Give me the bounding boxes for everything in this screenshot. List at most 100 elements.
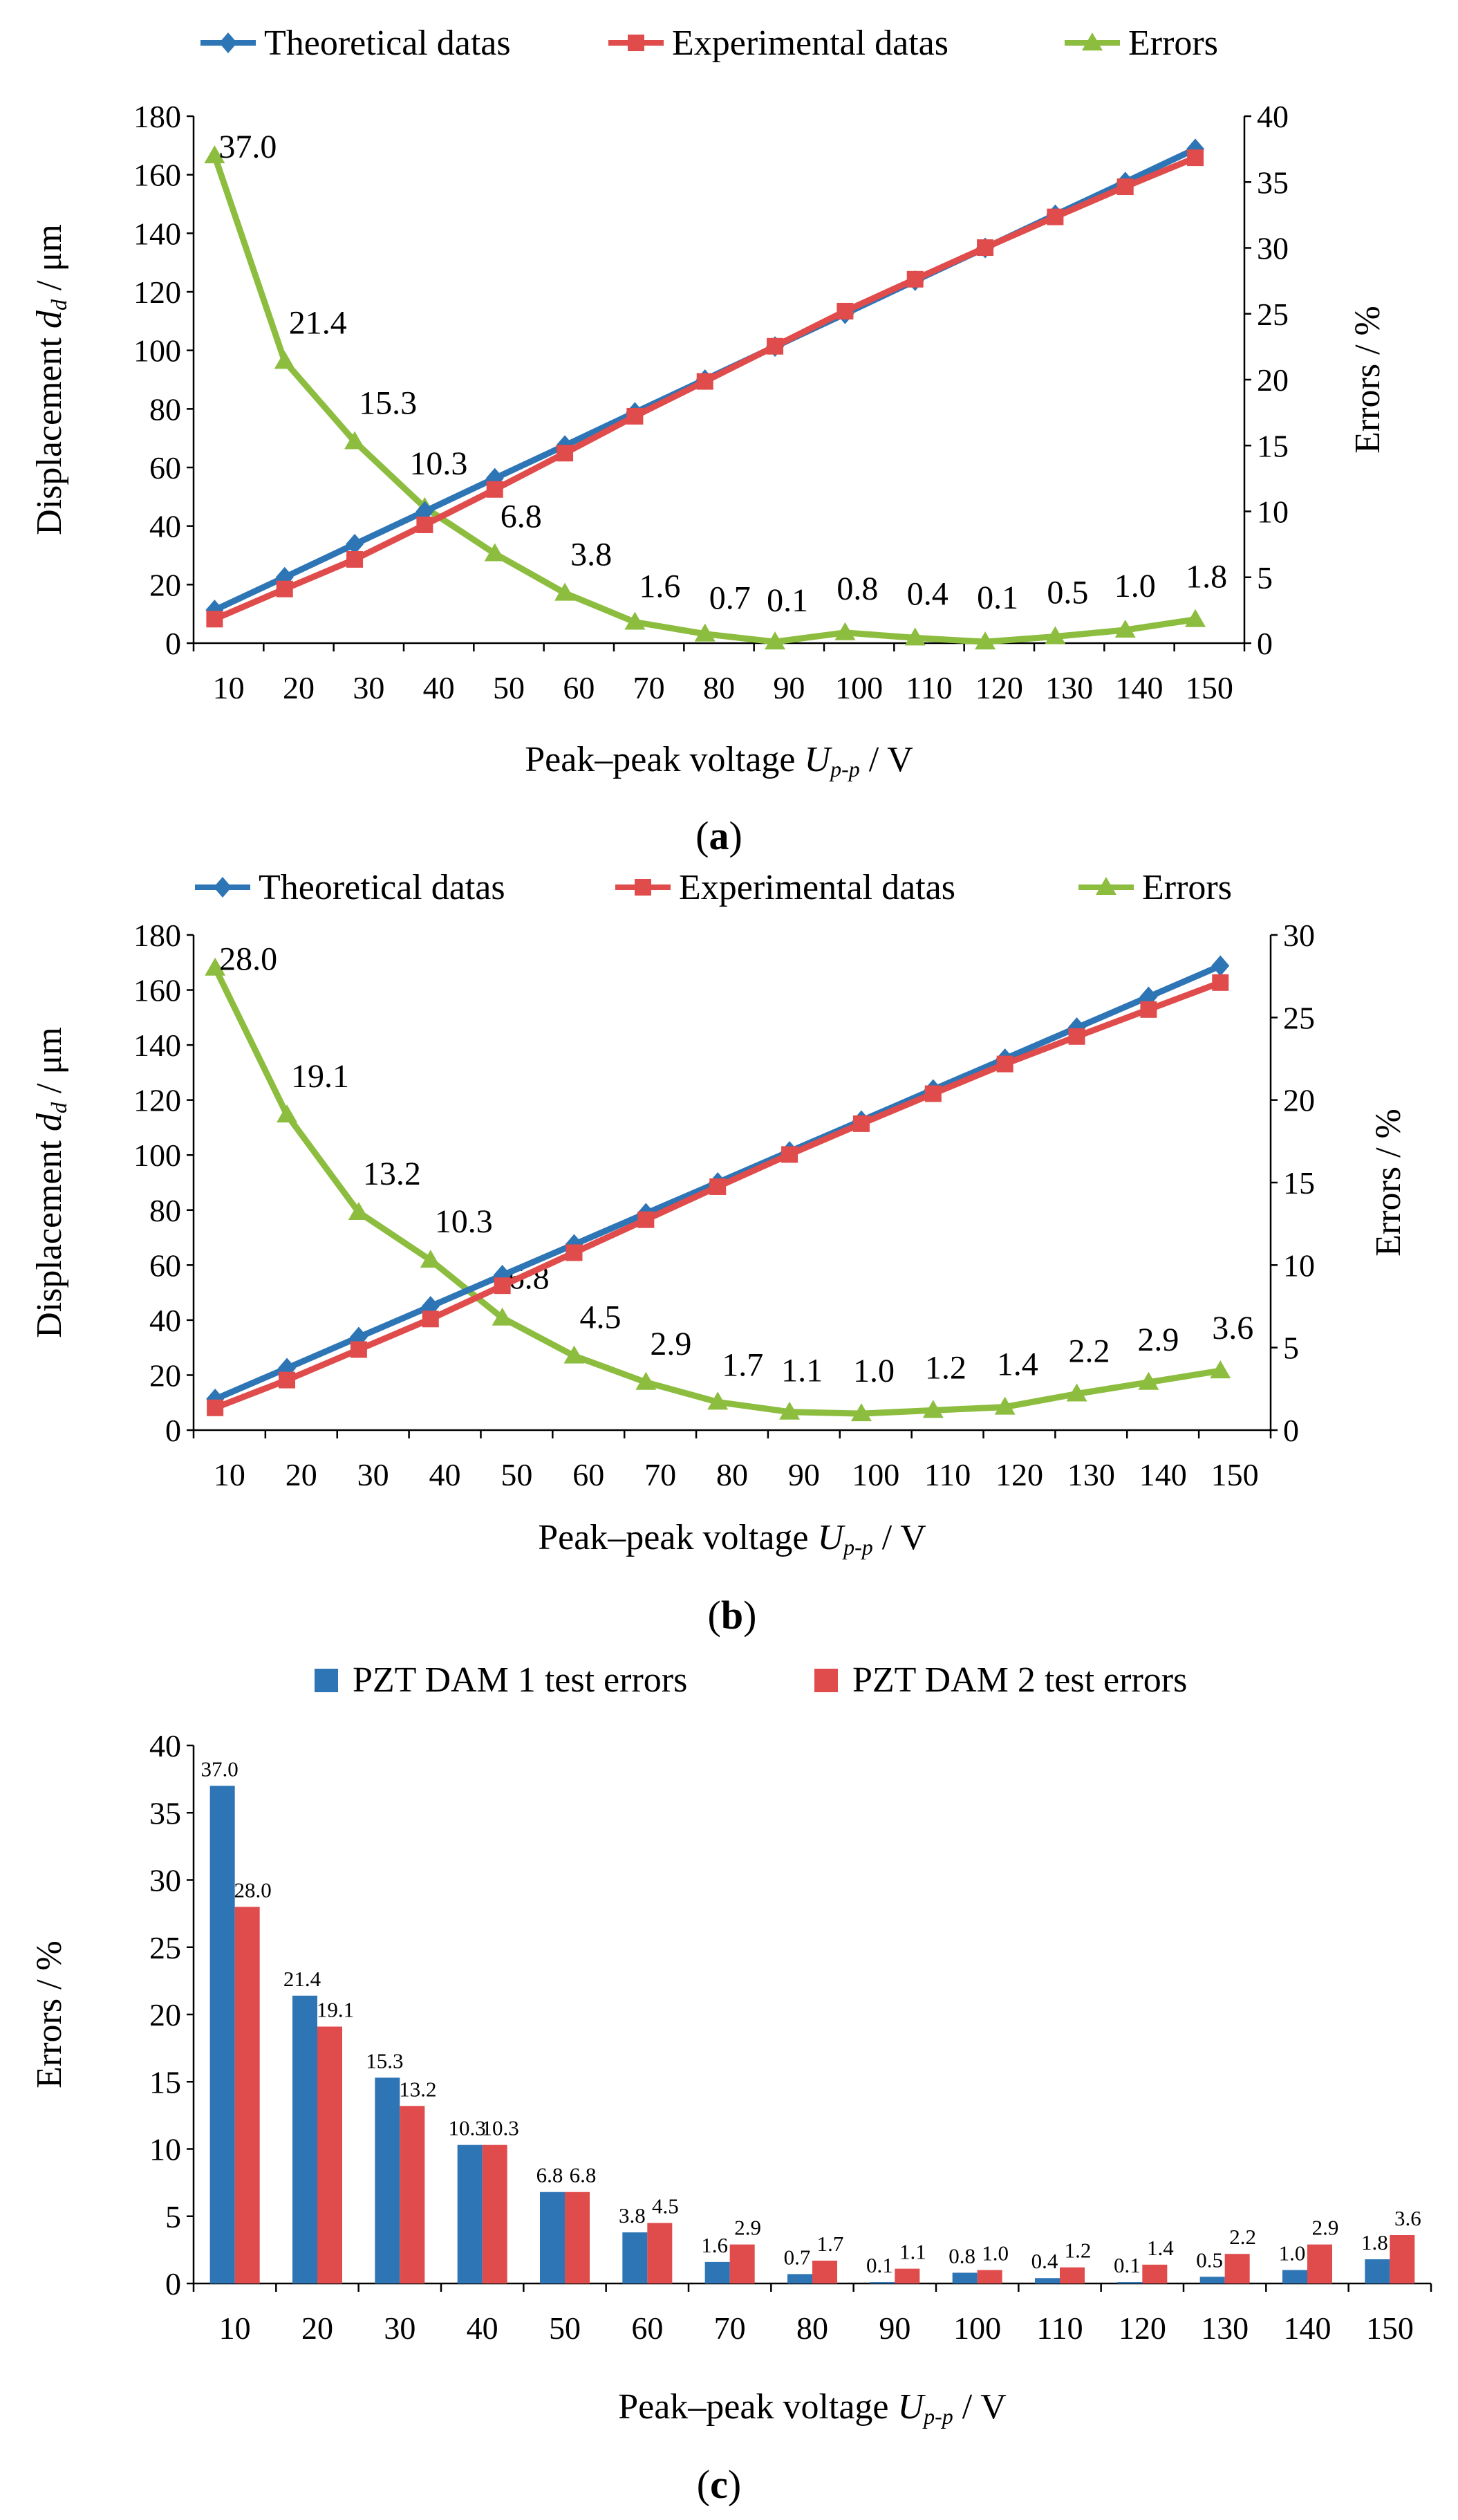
- line-chart-a: Theoretical datas Experimental datas Error…: [30, 24, 1387, 858]
- right-axis-tick-label: 30: [1283, 918, 1315, 953]
- x-axis-tick-label: 110: [924, 1457, 971, 1492]
- data-label-errors: 19.1: [291, 1058, 349, 1095]
- caption: (c): [697, 2462, 741, 2507]
- left-axis-tick-label: 0: [165, 626, 181, 661]
- right-axis-tick-label: 0: [1257, 626, 1273, 661]
- x-axis-tick-label: 80: [796, 2310, 828, 2346]
- x-axis-tick-label: 120: [996, 1457, 1043, 1492]
- data-label-errors: 28.0: [219, 941, 277, 978]
- data-point-experimental-datas: [486, 481, 503, 498]
- x-axis-label: Peak–peak voltage Up-p / V: [538, 1518, 926, 1559]
- data-point-errors: [554, 582, 576, 601]
- left-axis-tick-label: 140: [133, 216, 181, 251]
- data-point-experimental-datas: [350, 1341, 367, 1358]
- x-axis-tick-label: 50: [493, 670, 525, 705]
- right-axis-tick-label: 5: [1257, 560, 1273, 595]
- bar-label-pzt-dam-2-test-errors: 13.2: [399, 2077, 436, 2101]
- data-point-experimental-datas: [852, 1115, 870, 1132]
- data-point-experimental-datas: [494, 1277, 511, 1295]
- data-label-errors: 1.0: [1114, 568, 1156, 604]
- bar-label-pzt-dam-2-test-errors: 1.2: [1065, 2239, 1092, 2263]
- x-axis-tick-label: 140: [1284, 2310, 1331, 2346]
- bar-label-pzt-dam-2-test-errors: 19.1: [317, 1998, 354, 2022]
- data-label-errors: 0.8: [837, 571, 878, 607]
- bar-label-pzt-dam-1-test-errors: 0.8: [948, 2243, 975, 2268]
- legend-label-theoretical-datas: Theoretical datas: [259, 868, 505, 907]
- bar-label-pzt-dam-2-test-errors: 1.7: [817, 2232, 844, 2256]
- data-label-errors: 15.3: [359, 385, 417, 422]
- bar-label-pzt-dam-2-test-errors: 1.0: [982, 2241, 1009, 2266]
- y2-axis-label: Errors / %: [1369, 1109, 1408, 1257]
- legend-label-experimental-datas: Experimental datas: [672, 24, 948, 63]
- bar-label-pzt-dam-1-test-errors: 10.3: [449, 2116, 486, 2140]
- left-axis-tick-label: 100: [133, 1138, 181, 1173]
- y-axis-tick-label: 10: [149, 2132, 181, 2167]
- series-errors: 28.019.113.210.36.84.52.91.7 1.1 1.0 1.2 1.4…: [205, 941, 1253, 1422]
- data-point-errors: [1066, 1383, 1087, 1402]
- data-point-experimental-datas: [977, 239, 994, 257]
- x-axis-tick-label: 60: [572, 1457, 604, 1492]
- x-axis-tick-label: 70: [644, 1457, 676, 1492]
- x-axis-tick-label: 140: [1139, 1457, 1187, 1492]
- x-axis-tick-label: 30: [357, 1457, 389, 1492]
- y-axis-tick-label: 25: [149, 1930, 181, 1965]
- bar-label-pzt-dam-1-test-errors: 0.1: [866, 2253, 893, 2277]
- data-point-errors: [1210, 1360, 1231, 1379]
- data-label-errors: 3.8: [570, 537, 612, 573]
- legend-label-errors: Errors: [1142, 868, 1232, 907]
- x-axis-tick-label: 70: [714, 2310, 746, 2346]
- data-point-errors: [922, 1400, 944, 1418]
- y-axis-tick-label: 5: [165, 2199, 181, 2234]
- data-label-errors: 1.4: [997, 1346, 1038, 1383]
- left-axis-tick-label: 60: [149, 1248, 181, 1283]
- bar-label-pzt-dam-1-test-errors: 0.5: [1196, 2248, 1223, 2272]
- right-axis-tick-label: 25: [1283, 1000, 1315, 1035]
- bar-pzt-dam-2-test-errors: [234, 1907, 260, 2283]
- legend-swatch-pzt-dam-1-test-errors: [315, 1669, 338, 1692]
- data-point-experimental-datas: [767, 337, 784, 355]
- legend-label-errors: Errors: [1128, 24, 1218, 63]
- right-axis-tick-label: 0: [1283, 1413, 1299, 1448]
- data-point-errors: [484, 543, 505, 562]
- bar-label-pzt-dam-1-test-errors: 15.3: [366, 2048, 403, 2073]
- data-label-errors: 1.6: [639, 568, 680, 605]
- bar-label-pzt-dam-2-test-errors: 3.6: [1394, 2206, 1421, 2230]
- left-axis-tick-label: 100: [133, 333, 181, 369]
- x-axis-tick-label: 20: [283, 670, 315, 705]
- left-axis-tick-label: 180: [133, 918, 181, 953]
- left-axis-tick-label: 180: [133, 99, 181, 134]
- data-label-errors: 3.6: [1212, 1310, 1253, 1346]
- data-label-errors: 0.4: [907, 575, 948, 612]
- right-axis-tick-label: 20: [1257, 362, 1289, 398]
- x-axis-tick-label: 100: [953, 2310, 1001, 2346]
- bar-label-pzt-dam-2-test-errors: 10.3: [482, 2116, 519, 2140]
- bar-pzt-dam-1-test-errors: [952, 2272, 978, 2283]
- bar-pzt-dam-2-test-errors: [977, 2270, 1002, 2283]
- left-axis-tick-label: 160: [133, 973, 181, 1008]
- caption: (b): [708, 1593, 757, 1638]
- data-label-errors: 0.1: [977, 580, 1018, 616]
- data-label-errors: 1.1: [781, 1353, 823, 1389]
- y-axis-tick-label: 40: [149, 1728, 181, 1763]
- right-axis-tick-label: 10: [1257, 494, 1289, 530]
- data-point-errors: [850, 1403, 872, 1422]
- data-point-experimental-datas: [566, 1244, 583, 1261]
- bar-pzt-dam-2-test-errors: [1224, 2254, 1250, 2283]
- x-axis-tick-label: 90: [788, 1457, 820, 1492]
- data-point-errors: [344, 431, 366, 450]
- x-axis-tick-label: 30: [384, 2310, 415, 2346]
- bar-label-pzt-dam-1-test-errors: 1.8: [1361, 2230, 1388, 2254]
- x-axis-tick-label: 150: [1211, 1457, 1259, 1492]
- x-axis-tick-label: 130: [1067, 1457, 1115, 1492]
- legend: Theoretical datas Experimental datas Error…: [200, 24, 1218, 63]
- data-point-errors: [492, 1307, 513, 1326]
- data-label-errors: 0.7: [709, 580, 751, 617]
- data-point-experimental-datas: [1116, 178, 1134, 196]
- bar-pzt-dam-2-test-errors: [1307, 2244, 1332, 2283]
- data-point-experimental-datas: [207, 1399, 224, 1416]
- legend-label-theoretical-datas: Theoretical datas: [264, 24, 511, 63]
- data-label-errors: 4.5: [579, 1299, 621, 1336]
- left-axis-tick-label: 40: [149, 1303, 181, 1338]
- bar-label-pzt-dam-2-test-errors: 1.1: [899, 2240, 926, 2264]
- x-axis-tick-label: 80: [703, 670, 735, 705]
